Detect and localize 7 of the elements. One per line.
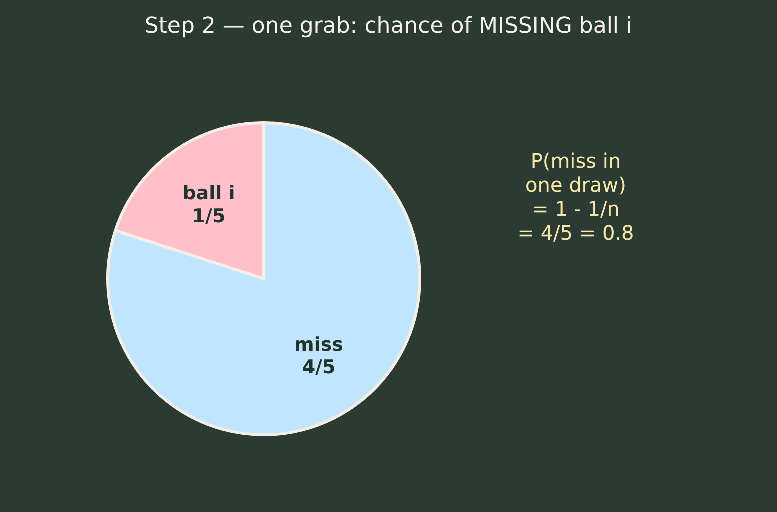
slice-label: ball i: [182, 182, 236, 204]
text: P(miss in one draw) = 1 - 1/n = 4/5 = 0.8: [518, 149, 634, 245]
chart-title: Step 2 — one grab: chance of MISSING ball i: [144, 14, 632, 39]
data-label: 1/5: [192, 205, 226, 228]
pie-slice: [106, 122, 422, 436]
data-label: 4/5: [302, 356, 336, 379]
slice-label: miss: [294, 334, 344, 356]
